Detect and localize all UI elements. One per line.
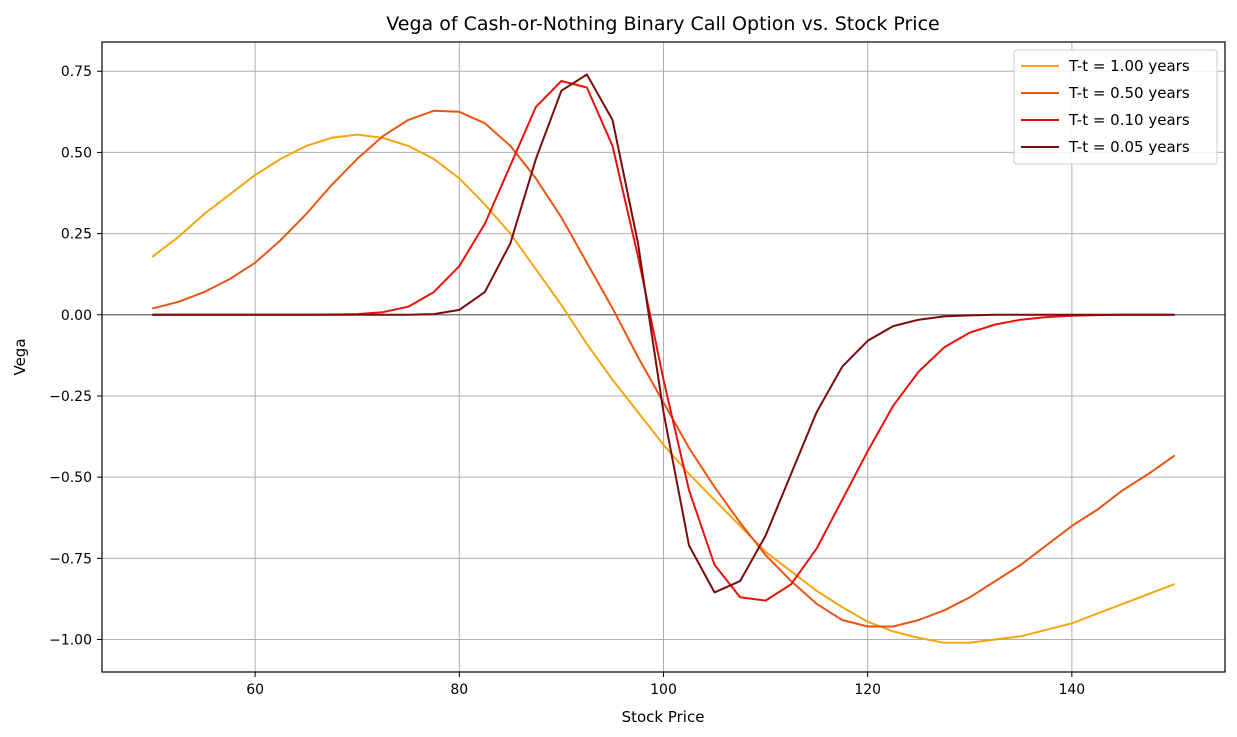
y-tick-label: −0.25: [49, 389, 92, 405]
legend: T-t = 1.00 years T-t = 0.50 years T-t = 0.…: [1013, 49, 1218, 165]
x-tick-label: 80: [450, 682, 468, 698]
y-tick-label: 0.25: [61, 227, 92, 243]
y-axis-ticks: 0.75 0.50 0.25 0.00 −0.25 −0.50 −0.75 −1.00: [49, 64, 102, 649]
x-tick-label: 100: [650, 682, 677, 698]
legend-label: T-t = 0.05 years: [1068, 138, 1190, 156]
chart-title: Vega of Cash-or-Nothing Binary Call Opti…: [386, 13, 939, 35]
series-group: [152, 73, 1175, 644]
legend-label: T-t = 0.10 years: [1068, 111, 1190, 129]
series-line-2: [152, 109, 1175, 628]
y-tick-label: −0.50: [49, 470, 92, 486]
x-axis-label: Stock Price: [622, 708, 705, 726]
series-line-4: [152, 73, 1175, 594]
x-tick-label: 140: [1058, 682, 1085, 698]
x-tick-label: 60: [246, 682, 264, 698]
series-line-1: [152, 133, 1175, 644]
legend-label: T-t = 1.00 years: [1068, 57, 1190, 75]
legend-box: [1013, 49, 1218, 165]
legend-label: T-t = 0.50 years: [1068, 84, 1190, 102]
y-tick-label: 0.75: [61, 64, 92, 80]
y-tick-label: −0.75: [49, 551, 92, 567]
y-axis-label: Vega: [11, 338, 29, 375]
y-tick-label: 0.00: [61, 308, 92, 324]
y-tick-label: −1.00: [49, 633, 92, 649]
x-tick-label: 120: [854, 682, 881, 698]
x-axis-ticks: 60 80 100 120 140: [246, 672, 1085, 698]
y-tick-label: 0.50: [61, 145, 92, 161]
